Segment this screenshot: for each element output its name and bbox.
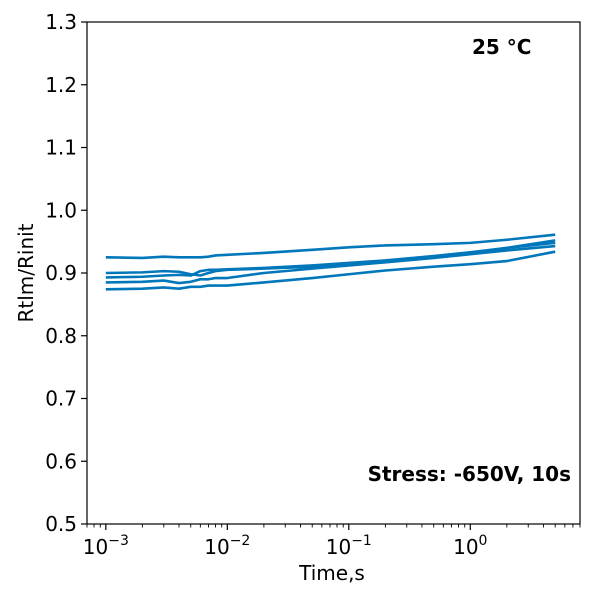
y-tick-label: 0.8 [45,324,77,348]
x-tick-label: 10−1 [326,533,372,559]
x-tick-mantissa: 10 [453,535,478,559]
plot-frame [86,21,581,525]
y-axis-label: Rtlm/Rinit [14,223,38,322]
series-line-3 [105,241,556,279]
x-tick-mantissa: 10 [83,535,108,559]
x-tick-label: 10−2 [204,533,250,559]
y-tick-label: 0.6 [45,449,77,473]
y-tick-label: 0.9 [45,261,77,285]
x-tick-exponent: −1 [351,533,372,549]
x-tick-exponent: −2 [230,533,251,549]
y-tick-label: 1.1 [45,136,77,160]
stress-annotation: Stress: -650V, 10s [368,462,571,486]
series-line-5 [105,250,556,291]
y-axis: 0.5 0.6 0.7 0.8 0.9 1.0 1.1 1.2 1.3 [45,10,87,536]
x-tick-exponent: −3 [108,533,129,549]
y-tick-label: 0.7 [45,387,77,411]
x-axis-label: Time,s [298,561,365,585]
y-tick-label: 1.0 [45,198,77,222]
x-tick-mantissa: 10 [204,535,229,559]
x-tick-label: 100 [453,533,487,559]
temperature-annotation: 25 °C [472,35,531,59]
series-line-4 [105,244,556,285]
series-line-1 [105,233,556,260]
x-tick-label: 10−3 [83,533,129,559]
x-tick-exponent: 0 [479,533,488,549]
y-tick-label: 0.5 [45,512,77,536]
y-tick-label: 1.2 [45,73,77,97]
x-axis: 10−3 10−2 10−1 100 [83,524,581,559]
y-tick-label: 1.3 [45,10,77,34]
x-tick-mantissa: 10 [326,535,351,559]
series-layer [105,233,556,291]
